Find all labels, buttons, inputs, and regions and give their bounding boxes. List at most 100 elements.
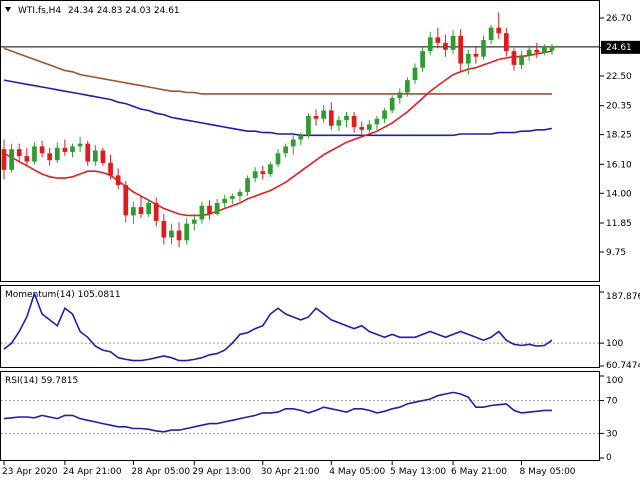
candle-body: [161, 220, 167, 238]
rsi-title: RSI(14) 59.7815: [5, 376, 78, 386]
candle: [405, 77, 410, 97]
candle-body: [47, 153, 53, 161]
candle-body: [275, 153, 281, 165]
time-tick-label: 5 May 13:00: [390, 467, 446, 477]
candle: [511, 48, 517, 71]
time-tick-label: 4 May 05:00: [329, 467, 385, 477]
candle-body: [207, 205, 212, 215]
dropdown-triangle-icon[interactable]: [5, 7, 11, 12]
candle-body: [260, 171, 266, 174]
candle: [374, 116, 380, 130]
time-tick-label: 30 Apr 21:00: [261, 467, 320, 477]
candle-body: [100, 150, 106, 163]
momentum-tick-label: 100: [606, 339, 623, 349]
candle-body: [39, 146, 45, 154]
candle: [435, 27, 441, 49]
price-tick-label: 18.25: [606, 131, 632, 141]
candle: [16, 143, 22, 162]
candle: [92, 145, 98, 166]
candle: [359, 121, 365, 134]
candle-body: [427, 37, 433, 52]
candle: [32, 142, 37, 165]
candle: [503, 27, 509, 57]
candle: [481, 35, 486, 60]
candle: [138, 196, 144, 219]
candle-body: [412, 67, 418, 81]
candle: [366, 120, 372, 133]
price-tick-label: 9.75: [606, 248, 626, 258]
candle-body: [503, 33, 509, 52]
time-axis: 23 Apr 2020 24 Apr 21:00 28 Apr 05:00 29 Ap…: [2, 461, 576, 477]
candle-body: [199, 205, 205, 220]
candle: [199, 201, 205, 224]
price-tick-label: 16.10: [606, 160, 632, 170]
candle-body: [549, 46, 555, 51]
candle-body: [511, 51, 517, 65]
price-tick-label: 11.85: [606, 219, 632, 229]
candle: [427, 31, 433, 56]
candle-body: [115, 175, 121, 186]
candle: [275, 149, 281, 168]
candle-body: [450, 35, 456, 50]
candle-body: [237, 191, 243, 197]
candle: [488, 24, 494, 45]
candle: [283, 143, 288, 158]
candle-body: [542, 46, 547, 53]
candle-body: [131, 207, 136, 216]
candle: [420, 46, 425, 72]
candle: [397, 88, 403, 104]
candle-body: [245, 178, 250, 192]
price-tick-label: 22.50: [606, 72, 632, 82]
candle: [184, 218, 190, 245]
candle: [382, 107, 387, 123]
candle-body: [191, 219, 197, 224]
candle-body: [321, 110, 327, 119]
candle: [229, 193, 235, 205]
candle-body: [465, 53, 471, 64]
candle: [237, 189, 243, 202]
candle: [47, 147, 53, 166]
candle-body: [252, 171, 258, 179]
candle-body: [313, 116, 319, 119]
candle: [519, 51, 524, 70]
rsi-line: [3, 391, 552, 433]
candle-body: [374, 118, 380, 125]
candle: [245, 175, 250, 197]
candle: [123, 180, 129, 223]
current-price-marker: 24.61: [601, 40, 640, 54]
candle: [473, 46, 479, 64]
candle-body: [389, 98, 395, 111]
main-price-layer: [1, 12, 600, 248]
candle-body: [420, 51, 425, 68]
candle-body: [435, 37, 441, 43]
candle: [290, 135, 296, 155]
main-panel-frame: [0, 0, 600, 282]
momentum-tick-label: 187.876: [606, 292, 640, 302]
time-tick-label: 23 Apr 2020: [2, 467, 58, 477]
candle: [336, 116, 342, 132]
candle: [62, 139, 68, 157]
candle: [443, 34, 448, 57]
candle: [207, 200, 212, 220]
candle: [108, 154, 113, 180]
moving-average-brown: [3, 47, 552, 95]
candle: [252, 167, 258, 183]
momentum-line: [3, 291, 553, 362]
candle: [161, 214, 167, 245]
candle: [24, 147, 30, 166]
candle: [549, 43, 555, 55]
candle-body: [24, 156, 30, 162]
candle-body: [222, 198, 228, 203]
candle-body: [229, 196, 235, 199]
candle-body: [108, 162, 113, 176]
candle-body: [138, 207, 144, 215]
momentum-layer: 187.876 100 60.7474: [1, 291, 640, 371]
candle: [39, 140, 45, 158]
candle: [450, 30, 456, 54]
candle-body: [344, 116, 349, 121]
candle: [321, 104, 327, 123]
candle-body: [359, 127, 365, 130]
momentum-panel-frame: [0, 285, 600, 368]
candle-body: [298, 135, 304, 140]
